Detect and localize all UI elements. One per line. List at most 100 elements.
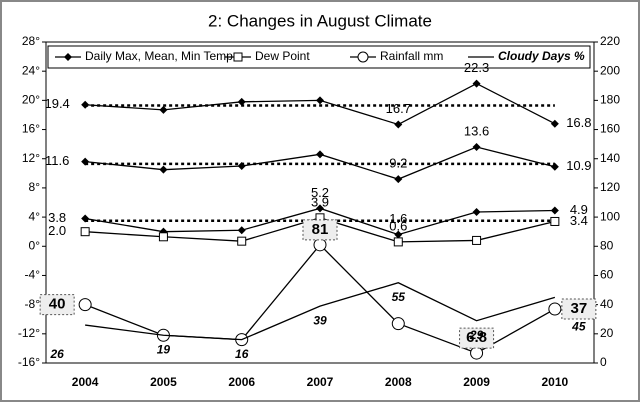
point [472,79,481,88]
point [313,238,327,252]
y2-tick-label: 40 [600,297,614,311]
x-tick-label: 2009 [463,375,490,389]
point [159,165,168,174]
y2-tick-label: 200 [600,63,620,77]
point [81,214,90,223]
data-label: 6.8 [466,329,487,346]
point [316,96,324,105]
legend-label: Cloudy Days % [498,49,585,63]
data-label: 11.6 [45,153,69,168]
x-tick-label: 2010 [542,375,569,389]
y2-tick-label: 20 [600,326,614,340]
data-label: 22.3 [464,60,489,75]
y-tick-label: 8° [29,180,41,194]
y-tick-label: -12° [18,326,40,340]
x-tick-label: 2006 [228,375,255,389]
y-tick-label: -4° [25,268,41,282]
label-box [39,294,75,316]
x-tick-label: 2005 [150,375,177,389]
point [391,317,405,331]
point [80,227,90,237]
data-label: 37 [571,300,588,317]
point [159,105,168,114]
point [548,302,562,316]
data-label: 16.7 [386,101,411,116]
y2-tick-label: 100 [600,209,620,223]
y-tick-label: 16° [22,122,40,136]
legend-marker [64,53,72,61]
data-label: 81 [312,221,329,238]
point [472,143,481,152]
point [394,230,403,239]
label-box [561,298,597,320]
series-line [85,282,556,341]
data-label: 2.0 [48,223,66,238]
data-label: 19 [157,342,171,356]
data-label: 10.9 [566,158,591,173]
point [394,175,403,184]
legend [47,45,591,69]
y-tick-label: 0° [29,238,41,252]
y-tick-label: -16° [18,355,40,369]
point [550,119,559,128]
y2-tick-label: 120 [600,180,620,194]
y-tick-label: 28° [22,34,40,48]
point [470,346,484,360]
y-tick-label: 4° [29,209,41,223]
legend-label: Daily Max, Mean, Min Temp [85,49,233,63]
point [237,226,246,235]
x-tick-label: 2004 [72,375,99,389]
y2-tick-label: 220 [600,34,620,48]
y2-tick-label: 80 [600,238,614,252]
point [237,162,246,171]
y-tick-label: 12° [22,151,40,165]
data-label: 55 [392,290,406,304]
label-box [459,327,495,349]
data-label: 26 [49,347,64,361]
y-tick-label: 24° [22,63,40,77]
data-label: 4.9 [570,202,588,217]
data-label: 40 [49,296,66,313]
data-label: 19.4 [44,96,69,111]
point [78,298,92,312]
point [550,216,560,226]
data-label: 45 [571,320,586,334]
point [316,150,324,159]
point [81,100,90,109]
label-box [302,219,338,241]
legend-label: Rainfall mm [380,49,443,63]
data-label: 3.9 [311,194,329,209]
legend-marker [233,52,243,62]
data-label: 16.8 [566,115,591,130]
point [472,235,482,245]
point [550,162,559,171]
y2-tick-label: 180 [600,93,620,107]
plot-area [45,41,595,364]
point [394,120,403,129]
data-label: 9.2 [389,156,407,171]
point [393,237,403,247]
x-tick-label: 2008 [385,375,412,389]
data-label: 16 [235,347,249,361]
data-label: 29 [469,328,484,342]
chart-title: 2: Changes in August Climate [208,11,432,30]
data-label: 1.6 [389,211,407,226]
point [316,204,324,213]
y-tick-label: -8° [25,297,41,311]
point [237,97,246,106]
y2-tick-label: 0 [600,355,607,369]
point [158,232,168,242]
y2-tick-label: 140 [600,151,620,165]
data-label: 5.2 [311,185,329,200]
data-label: 3.4 [570,213,588,228]
point [237,236,247,246]
y-tick-label: 20° [22,93,40,107]
x-tick-label: 2007 [307,375,334,389]
data-label: 13.6 [464,123,489,138]
data-label: 0.6 [389,218,407,233]
y2-tick-label: 60 [600,268,614,282]
legend-marker [357,51,369,63]
point [81,157,90,166]
legend-label: Dew Point [255,49,310,63]
